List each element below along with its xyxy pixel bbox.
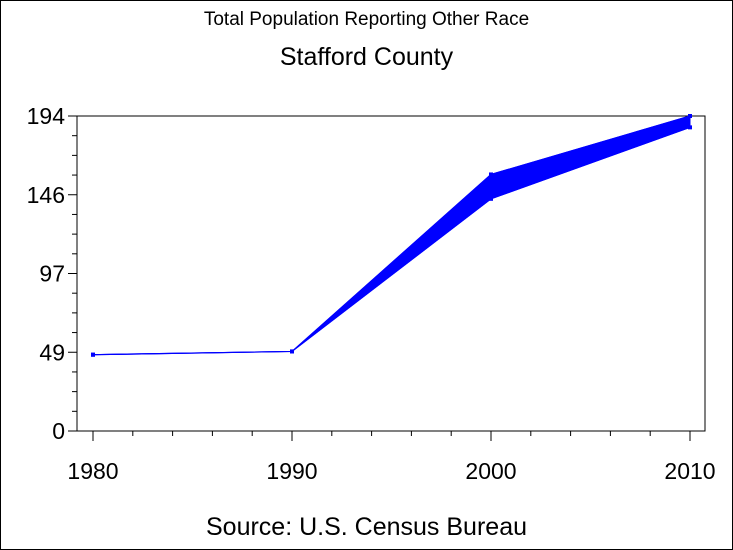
chart-title: Total Population Reporting Other Race xyxy=(203,9,530,30)
x-tick-label: 1980 xyxy=(67,458,118,484)
y-tick-label: 97 xyxy=(39,261,65,287)
y-tick-label: 194 xyxy=(27,103,66,129)
data-point xyxy=(91,352,95,357)
source-footnote: Source: U.S. Census Bureau xyxy=(206,513,527,541)
chart-subtitle: Stafford County xyxy=(279,43,454,71)
data-point xyxy=(688,114,692,118)
data-point xyxy=(489,196,493,201)
data-series xyxy=(91,114,692,357)
y-tick-label: 0 xyxy=(52,418,65,444)
x-tick-label: 1990 xyxy=(266,458,317,484)
y-tick-label: 146 xyxy=(27,182,65,208)
x-axis: 1980 1990 2000 2010 xyxy=(67,431,716,484)
series-band xyxy=(92,115,691,356)
y-axis: 0 49 97 146 194 xyxy=(27,103,77,444)
y-tick-label: 49 xyxy=(39,339,65,365)
data-point xyxy=(290,349,294,354)
series-line xyxy=(92,126,691,356)
data-point xyxy=(688,125,692,130)
x-tick-label: 2010 xyxy=(664,458,715,484)
x-tick-label: 2000 xyxy=(465,458,516,484)
data-point xyxy=(489,172,493,177)
